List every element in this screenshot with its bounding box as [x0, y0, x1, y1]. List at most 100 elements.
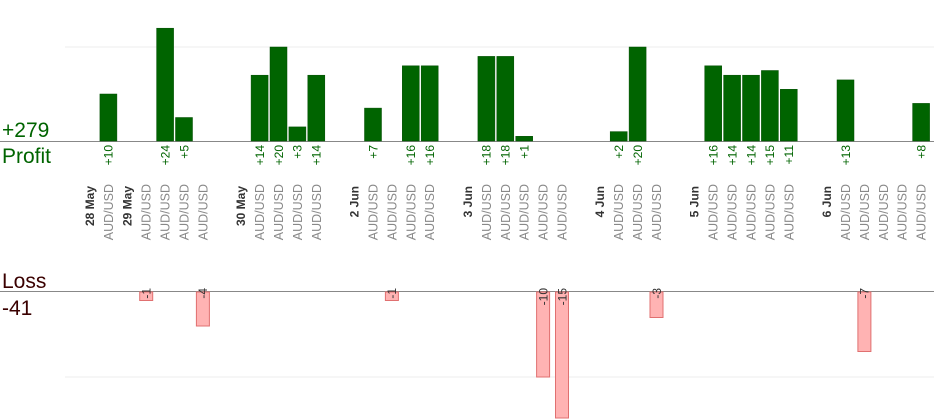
date-label: 5 Jun — [688, 186, 702, 217]
loss-bar — [649, 291, 664, 318]
profit-value-label: +5 — [177, 145, 191, 159]
profit-value-label: +8 — [914, 145, 928, 159]
profit-value-label: +15 — [763, 145, 777, 166]
profit-value-label: +18 — [480, 145, 494, 166]
loss-value-label: -7 — [858, 288, 872, 299]
profit-value-label: +20 — [272, 145, 286, 166]
profit-bar — [402, 65, 420, 142]
profit-value-label: +14 — [310, 145, 324, 166]
profit-bar — [515, 136, 533, 142]
profit-value-label: +11 — [782, 145, 796, 165]
date-label: 28 May — [83, 186, 97, 226]
loss-bar — [536, 291, 551, 378]
loss-bar — [139, 291, 154, 301]
profit-bar — [742, 74, 760, 142]
date-label: 4 Jun — [593, 186, 607, 217]
pair-label: AUD/USD — [196, 184, 210, 240]
profit-value-label: +14 — [725, 145, 739, 166]
profit-bar — [477, 56, 496, 142]
profit-value-label: +2 — [612, 145, 626, 159]
pair-label: AUD/USD — [556, 184, 570, 240]
pair-label: AUD/USD — [763, 184, 777, 240]
loss-value-label: -3 — [650, 288, 664, 299]
pair-label: AUD/USD — [480, 184, 494, 240]
pair-label: AUD/USD — [385, 184, 399, 240]
pair-label: AUD/USD — [140, 184, 154, 240]
profit-value-label: +16 — [423, 145, 437, 166]
profit-bar — [99, 93, 118, 142]
pair-label: AUD/USD — [159, 184, 173, 240]
pair-label: AUD/USD — [612, 184, 626, 240]
pair-label: AUD/USD — [423, 184, 437, 240]
profit-bar — [609, 131, 628, 142]
profit-bar — [496, 56, 515, 142]
profit-value-label: +1 — [518, 145, 532, 159]
date-label: 2 Jun — [347, 186, 361, 217]
loss-value-label: -1 — [385, 288, 399, 299]
loss-value-label: -10 — [536, 288, 550, 306]
profit-bar — [836, 79, 855, 142]
profit-bar — [288, 126, 307, 142]
loss-bar — [384, 291, 399, 301]
pair-label: AUD/USD — [745, 184, 759, 240]
pair-label: AUD/USD — [877, 184, 891, 240]
pair-label: AUD/USD — [858, 184, 872, 240]
profit-bar — [250, 74, 269, 142]
bars-layer — [99, 27, 930, 419]
pair-label: AUD/USD — [896, 184, 910, 240]
pair-label: AUD/USD — [631, 184, 645, 240]
profit-value-label: +16 — [404, 145, 418, 166]
profit-bar — [307, 74, 326, 142]
pair-label: AUD/USD — [404, 184, 418, 240]
profit-bar — [628, 46, 647, 142]
loss-value-label: -15 — [555, 288, 569, 306]
pair-label: AUD/USD — [102, 184, 116, 240]
loss-bar — [857, 291, 872, 352]
profit-bar — [912, 103, 930, 142]
pair-label: AUD/USD — [782, 184, 796, 240]
loss-total: -41 — [2, 297, 33, 320]
profit-value-label: +18 — [499, 145, 513, 166]
profit-bar — [761, 70, 779, 142]
pair-label: AUD/USD — [537, 184, 551, 240]
profit-bar — [175, 117, 193, 142]
profit-total: +279 — [2, 119, 50, 142]
profit-value-label: +14 — [253, 145, 267, 166]
pair-label: AUD/USD — [518, 184, 532, 240]
grid-layer — [0, 46, 934, 378]
loss-label: Loss — [2, 270, 47, 293]
date-label: 29 May — [121, 186, 135, 226]
profit-value-label: +14 — [744, 145, 758, 166]
pair-label: AUD/USD — [726, 184, 740, 240]
profit-bar — [780, 89, 798, 142]
loss-value-label: -4 — [196, 288, 210, 299]
profit-value-label: +24 — [158, 145, 172, 166]
profit-value-label: +10 — [102, 145, 116, 166]
pair-label: AUD/USD — [707, 184, 721, 240]
loss-value-label: -1 — [140, 288, 154, 299]
profit-value-label: +3 — [291, 145, 305, 159]
pair-label: AUD/USD — [178, 184, 192, 240]
date-label: 30 May — [234, 186, 248, 226]
profit-bar — [704, 65, 722, 142]
profit-value-label: +20 — [631, 145, 645, 166]
profit-bar — [420, 65, 439, 142]
date-label: 3 Jun — [461, 186, 475, 217]
labels-layer: 28 May AUD/USD +10 29 May AUD/USD -1 AUD/USD +2… — [83, 145, 929, 306]
pair-label: AUD/USD — [253, 184, 267, 240]
pair-label: AUD/USD — [310, 184, 324, 240]
profit-bar — [364, 107, 382, 142]
loss-bar — [555, 291, 569, 419]
date-label: 6 Jun — [820, 186, 834, 217]
pair-label: AUD/USD — [499, 184, 513, 240]
profit-label: Profit — [2, 145, 52, 168]
pair-label: AUD/USD — [272, 184, 286, 240]
profit-value-label: +13 — [839, 145, 853, 166]
pair-label: AUD/USD — [915, 184, 929, 240]
profit-bar — [269, 46, 288, 142]
profit-value-label: +7 — [366, 145, 380, 159]
loss-bar — [195, 291, 210, 327]
pair-label: AUD/USD — [650, 184, 664, 240]
profit-bar — [723, 74, 741, 142]
